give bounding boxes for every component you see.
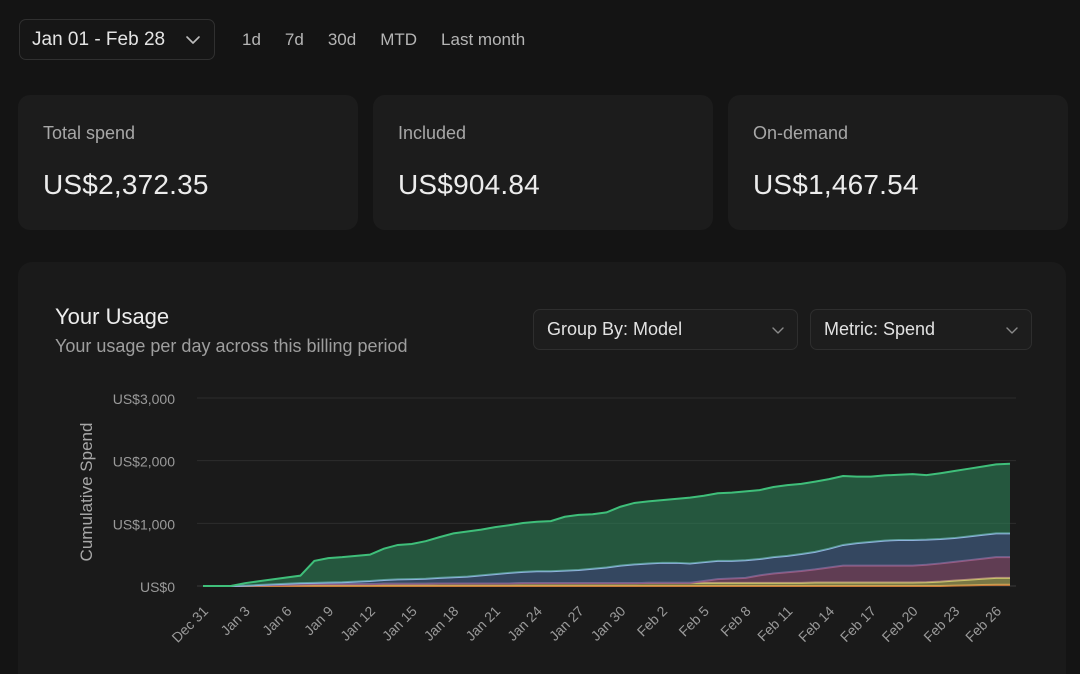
- preset-30d[interactable]: 30d: [327, 29, 357, 49]
- chevron-down-icon: [186, 36, 200, 44]
- preset-1d[interactable]: 1d: [242, 29, 261, 49]
- preset-7d[interactable]: 7d: [284, 29, 304, 49]
- stat-label: On-demand: [753, 123, 849, 143]
- y-tick-label: US$1,000: [113, 516, 175, 532]
- stat-value: US$904.84: [398, 169, 540, 200]
- series-area-pink: [203, 557, 1010, 586]
- x-tick-label: Jan 12: [337, 603, 378, 644]
- group-by-label: Group By: Model: [547, 319, 683, 339]
- y-tick-label: US$3,000: [113, 391, 175, 407]
- range-presets: 1d 7d 30d MTD Last month: [232, 19, 534, 60]
- preset-last-month[interactable]: Last month: [441, 29, 526, 49]
- date-range-select[interactable]: Jan 01 - Feb 28: [19, 19, 215, 60]
- preset-mtd[interactable]: MTD: [380, 29, 418, 49]
- stat-label: Included: [398, 123, 467, 143]
- stat-value: US$2,372.35: [43, 169, 209, 200]
- date-range-label: Jan 01 - Feb 28: [32, 28, 166, 50]
- x-tick-label: Jan 21: [462, 603, 503, 644]
- usage-panel: Your Usage Your usage per day across thi…: [18, 262, 1066, 674]
- x-tick-label: Jan 3: [217, 603, 253, 639]
- x-tick-label: Jan 9: [301, 603, 337, 639]
- x-tick-label: Feb 26: [962, 603, 1004, 645]
- x-tick-label: Jan 15: [379, 603, 420, 644]
- stat-card-included: Included US$904.84: [373, 95, 713, 230]
- stat-value: US$1,467.54: [753, 169, 919, 200]
- series-area-green: [203, 463, 1010, 586]
- x-tick-label: Feb 2: [634, 603, 671, 640]
- x-tick-label: Jan 27: [546, 603, 587, 644]
- y-axis-label: Cumulative Spend: [77, 423, 96, 562]
- x-tick-label: Feb 5: [675, 603, 712, 640]
- stat-card-on-demand: On-demand US$1,467.54: [728, 95, 1068, 230]
- usage-chart: US$0 US$1,000 US$2,000 US$3,000 Cumulative S…: [77, 391, 1016, 646]
- chevron-down-icon: [772, 327, 784, 334]
- series-area-blue: [203, 533, 1010, 586]
- x-tick-label: Jan 30: [587, 603, 628, 644]
- x-tick-label: Feb 17: [837, 603, 879, 645]
- usage-subtitle: Your usage per day across this billing p…: [55, 336, 408, 356]
- y-tick-label: US$0: [140, 579, 175, 595]
- stat-label: Total spend: [43, 123, 136, 143]
- usage-title: Your Usage: [55, 304, 170, 329]
- x-tick-label: Feb 11: [754, 603, 796, 645]
- group-by-dropdown[interactable]: Group By: Model: [533, 309, 798, 350]
- y-tick-label: US$2,000: [113, 454, 175, 470]
- x-tick-label: Dec 31: [168, 603, 211, 646]
- x-tick-label: Jan 18: [421, 603, 462, 644]
- x-tick-label: Feb 14: [795, 603, 837, 645]
- x-tick-label: Jan 24: [504, 603, 545, 644]
- metric-label: Metric: Spend: [824, 319, 936, 339]
- stat-card-total-spend: Total spend US$2,372.35: [18, 95, 358, 230]
- metric-dropdown[interactable]: Metric: Spend: [810, 309, 1032, 350]
- x-tick-label: Feb 23: [920, 603, 962, 645]
- chevron-down-icon: [1006, 327, 1018, 334]
- series-line-green: [203, 462, 1011, 587]
- x-tick-label: Feb 20: [879, 603, 921, 645]
- x-tick-label: Feb 8: [717, 603, 754, 640]
- x-tick-label: Jan 6: [259, 603, 295, 639]
